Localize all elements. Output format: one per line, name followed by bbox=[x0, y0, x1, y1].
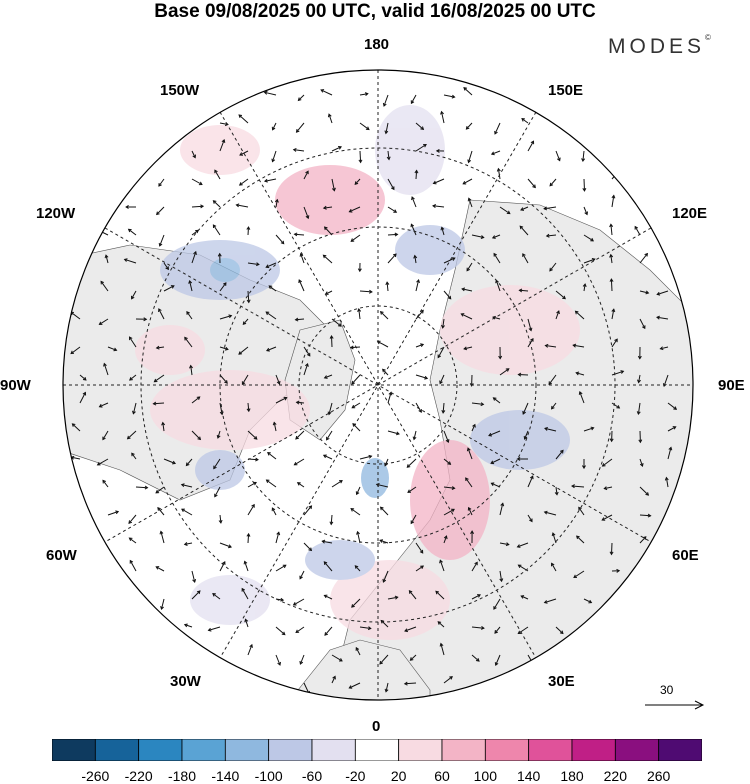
colorbar-swatch bbox=[615, 739, 658, 761]
lon-label-30e: 30E bbox=[548, 673, 575, 690]
colorbar-tick-label: 140 bbox=[507, 768, 551, 784]
colorbar-tick-label: -60 bbox=[290, 768, 334, 784]
reference-vector-arrow bbox=[640, 683, 710, 723]
colorbar-tick-label: 260 bbox=[637, 768, 681, 784]
lon-label-120e: 120E bbox=[672, 205, 707, 222]
lon-label-150e: 150E bbox=[548, 82, 583, 99]
colorbar-swatch bbox=[355, 739, 398, 761]
colorbar-swatch bbox=[442, 739, 485, 761]
anomaly-negative bbox=[305, 540, 375, 580]
colorbar-swatch bbox=[312, 739, 355, 761]
colorbar-tick-label: 60 bbox=[420, 768, 464, 784]
colorbar-tick-label: 220 bbox=[593, 768, 637, 784]
anomaly-positive bbox=[275, 165, 385, 235]
colorbar-swatch bbox=[529, 739, 572, 761]
colorbar-swatch bbox=[269, 739, 312, 761]
anomaly-negative bbox=[195, 450, 245, 490]
lon-label-60e: 60E bbox=[672, 547, 699, 564]
wind-vector bbox=[584, 179, 585, 191]
lon-label-120w: 120W bbox=[36, 205, 75, 222]
colorbar-tick-label: -260 bbox=[73, 768, 117, 784]
lon-label-150w: 150W bbox=[160, 82, 199, 99]
colorbar-tick-label: -180 bbox=[160, 768, 204, 784]
colorbar bbox=[52, 739, 702, 761]
colorbar-swatch bbox=[182, 739, 225, 761]
anomaly-positive bbox=[135, 325, 205, 375]
colorbar-swatch bbox=[485, 739, 528, 761]
colorbar-tick-label: -100 bbox=[247, 768, 291, 784]
anomaly-negative bbox=[210, 258, 240, 282]
lon-label-60w: 60W bbox=[46, 547, 77, 564]
colorbar-swatch bbox=[52, 739, 95, 761]
lon-label-90e: 90E bbox=[718, 377, 745, 394]
colorbar-tick-label: -220 bbox=[117, 768, 161, 784]
colorbar-tick-label: 180 bbox=[550, 768, 594, 784]
colorbar-swatch bbox=[225, 739, 268, 761]
colorbar-swatch bbox=[659, 739, 702, 761]
colorbar-swatch bbox=[139, 739, 182, 761]
colorbar-tick-label: 20 bbox=[377, 768, 421, 784]
lon-label-90w: 90W bbox=[0, 377, 31, 394]
wind-vector bbox=[136, 487, 148, 488]
colorbar-swatch bbox=[399, 739, 442, 761]
anomaly-negative bbox=[190, 575, 270, 625]
wind-vector bbox=[360, 151, 361, 162]
anomaly-negative bbox=[470, 410, 570, 470]
colorbar-tick-label: -140 bbox=[203, 768, 247, 784]
wind-vector-head bbox=[531, 661, 534, 664]
wind-vector-head bbox=[98, 230, 101, 233]
anomaly-negative bbox=[395, 225, 465, 275]
colorbar-swatch bbox=[95, 739, 138, 761]
lon-label-180: 180 bbox=[364, 36, 389, 53]
lon-label-0: 0 bbox=[372, 718, 380, 735]
colorbar-tick-label: -20 bbox=[333, 768, 377, 784]
colorbar-tick-label: 100 bbox=[463, 768, 507, 784]
wind-vector bbox=[611, 279, 612, 291]
wind-vector bbox=[612, 543, 613, 554]
anomaly-positive bbox=[410, 440, 490, 560]
colorbar-swatch bbox=[572, 739, 615, 761]
wind-vector bbox=[332, 336, 333, 347]
lon-label-30w: 30W bbox=[170, 673, 201, 690]
